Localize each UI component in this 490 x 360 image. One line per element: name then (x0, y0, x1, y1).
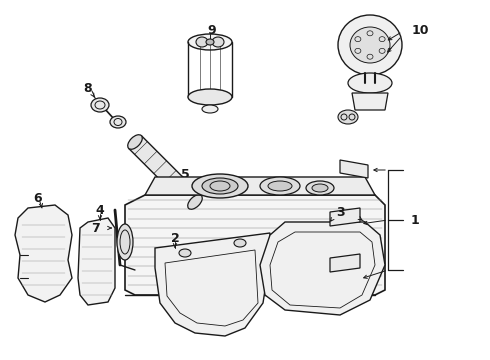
Ellipse shape (188, 195, 202, 209)
Ellipse shape (350, 27, 390, 63)
Ellipse shape (117, 224, 133, 260)
Polygon shape (125, 195, 385, 295)
Polygon shape (145, 177, 375, 195)
Text: 9: 9 (208, 23, 216, 36)
Text: 5: 5 (181, 168, 189, 181)
Ellipse shape (188, 89, 232, 105)
Text: 4: 4 (96, 203, 104, 216)
Text: 8: 8 (84, 81, 92, 94)
Text: 2: 2 (171, 231, 179, 244)
Ellipse shape (306, 181, 334, 195)
Ellipse shape (268, 181, 292, 191)
Text: 10: 10 (411, 23, 429, 36)
Ellipse shape (91, 98, 109, 112)
Polygon shape (155, 233, 270, 336)
Ellipse shape (212, 37, 224, 47)
Polygon shape (78, 218, 115, 305)
Ellipse shape (179, 249, 191, 257)
Ellipse shape (338, 15, 402, 75)
Ellipse shape (260, 177, 300, 195)
Ellipse shape (234, 239, 246, 247)
Ellipse shape (188, 34, 232, 50)
Polygon shape (260, 222, 385, 315)
Ellipse shape (128, 135, 142, 149)
Text: 7: 7 (91, 221, 99, 234)
Polygon shape (352, 93, 388, 110)
Ellipse shape (110, 116, 126, 128)
Polygon shape (15, 205, 72, 302)
Text: 6: 6 (34, 192, 42, 204)
Text: 3: 3 (336, 206, 344, 219)
Ellipse shape (202, 105, 218, 113)
Text: 1: 1 (411, 213, 419, 226)
Polygon shape (330, 254, 360, 272)
Polygon shape (340, 160, 368, 178)
Polygon shape (330, 208, 360, 226)
Ellipse shape (206, 39, 214, 45)
Ellipse shape (348, 73, 392, 93)
Ellipse shape (192, 174, 248, 198)
Ellipse shape (196, 37, 208, 47)
Ellipse shape (202, 178, 238, 194)
Ellipse shape (312, 184, 328, 192)
Polygon shape (129, 136, 201, 208)
Ellipse shape (338, 110, 358, 124)
